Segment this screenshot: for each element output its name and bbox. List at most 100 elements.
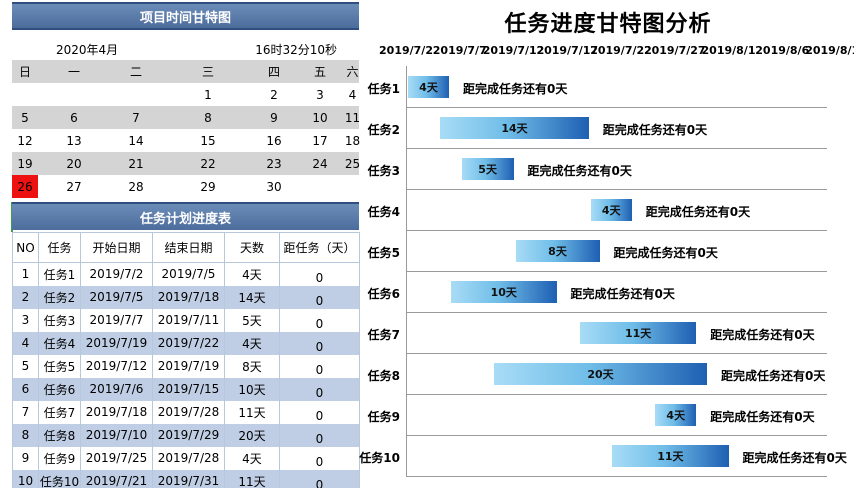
calendar-day[interactable]: 12 xyxy=(17,133,33,148)
table-cell: 2019/7/11 xyxy=(152,308,225,332)
table-cell: 11天 xyxy=(224,469,280,488)
table-cell: 2019/7/7 xyxy=(80,308,153,332)
row-gridline xyxy=(406,230,827,231)
calendar-day[interactable]: 29 xyxy=(200,179,216,194)
table-cell: 0 xyxy=(279,423,360,447)
table-cell: 4 xyxy=(12,331,39,355)
calendar-day[interactable]: 11 xyxy=(344,110,361,125)
task-axis-label: 任务4 xyxy=(367,205,400,219)
calendar-day[interactable]: 13 xyxy=(66,133,82,148)
calendar-day[interactable]: 22 xyxy=(200,156,216,171)
calendar-day[interactable]: 14 xyxy=(128,133,144,148)
calendar-day[interactable]: 25 xyxy=(344,156,361,171)
axis-tick-label: 2019/8/11 xyxy=(805,44,854,57)
calendar-day[interactable]: 21 xyxy=(128,156,144,171)
task-plan-table: NO 任务 开始日期 结束日期 天数 距任务（天） 1 任务1 2019/7/2 2019/7/… xyxy=(12,232,360,488)
calendar-day xyxy=(110,83,162,106)
task-axis-label: 任务3 xyxy=(367,164,400,178)
weekday-label: 二 xyxy=(129,65,142,79)
calendar-day xyxy=(294,175,346,198)
calendar-day[interactable]: 20 xyxy=(66,156,82,171)
calendar-day xyxy=(38,83,110,106)
calendar-day[interactable]: 7 xyxy=(132,110,140,125)
calendar-day[interactable]: 2 xyxy=(270,87,278,102)
task-bar: 14天 xyxy=(440,117,589,139)
calendar-day[interactable]: 28 xyxy=(128,179,144,194)
table-cell: 任务10 xyxy=(38,469,81,488)
calendar-day[interactable]: 5 xyxy=(21,110,29,125)
table-row: 9 任务9 2019/7/25 2019/7/28 4天 0 xyxy=(12,446,360,470)
table-cell: 4天 xyxy=(224,262,280,286)
remaining-days-label: 距完成任务还有0天 xyxy=(527,164,632,178)
table-cell: 任务3 xyxy=(38,308,81,332)
table-cell: 9 xyxy=(12,446,39,470)
row-gridline xyxy=(406,148,827,149)
column-header: 结束日期 xyxy=(152,232,225,263)
calendar-day[interactable]: 24 xyxy=(312,156,328,171)
weekday-label: 四 xyxy=(267,65,280,79)
row-gridline xyxy=(406,353,827,354)
gantt-chart: 任务进度甘特图分析 2019/7/2 2019/7/7 2019/7/12 2019/… xyxy=(359,0,854,488)
row-gridline xyxy=(406,271,827,272)
axis-tick-label: 2019/7/27 xyxy=(643,44,706,57)
calendar-day[interactable]: 3 xyxy=(316,87,324,102)
axis-tick-label: 2019/7/22 xyxy=(590,44,652,57)
table-row: 10 任务10 2019/7/21 2019/7/31 11天 0 xyxy=(12,469,360,488)
remaining-days-label: 距完成任务还有0天 xyxy=(710,328,815,342)
calendar-day[interactable]: 19 xyxy=(17,156,33,171)
table-cell: 0 xyxy=(279,331,360,355)
remaining-days-label: 距完成任务还有0天 xyxy=(463,82,568,96)
task-axis-label: 任务9 xyxy=(367,410,400,424)
table-cell: 2019/7/25 xyxy=(80,446,153,470)
calendar-day[interactable]: 27 xyxy=(66,179,82,194)
row-gridline xyxy=(406,312,827,313)
calendar-day-today[interactable]: 26 xyxy=(12,175,38,198)
table-cell: 2019/7/22 xyxy=(152,331,225,355)
calendar-day[interactable]: 1 xyxy=(204,87,212,102)
table-cell: 任务6 xyxy=(38,377,81,401)
table-cell: 2019/7/5 xyxy=(152,262,225,286)
calendar-day xyxy=(346,175,359,198)
table-cell: 0 xyxy=(279,262,360,286)
calendar-day[interactable]: 9 xyxy=(270,110,278,125)
calendar-day[interactable]: 4 xyxy=(348,87,357,102)
table-cell: 0 xyxy=(279,308,360,332)
calendar-day[interactable]: 8 xyxy=(204,110,212,125)
remaining-days-label: 距完成任务还有0天 xyxy=(602,123,708,137)
calendar-day[interactable]: 23 xyxy=(266,156,282,171)
calendar-day[interactable]: 17 xyxy=(312,133,328,148)
date-axis: 2019/7/2 2019/7/7 2019/7/12 2019/7/17 2019/7… xyxy=(362,44,854,60)
axis-tick-label: 2019/7/12 xyxy=(482,44,545,57)
table-cell: 任务7 xyxy=(38,400,81,424)
task-bar: 4天 xyxy=(590,199,632,221)
column-header: 任务 xyxy=(38,232,81,263)
calendar-day[interactable]: 10 xyxy=(312,110,328,125)
row-gridline xyxy=(406,107,827,108)
table-header-row: NO 任务 开始日期 结束日期 天数 距任务（天） xyxy=(12,232,360,263)
calendar-day[interactable]: 30 xyxy=(266,179,282,194)
weekday-label: 日 xyxy=(18,65,31,79)
table-row: 8 任务8 2019/7/10 2019/7/29 20天 0 xyxy=(12,423,360,447)
calendar-day[interactable]: 16 xyxy=(266,133,282,148)
calendar-week-row: 1 2 3 4 xyxy=(12,83,359,106)
task-bar: 8天 xyxy=(515,240,600,262)
calendar-header: 2020年4月 16时32分10秒 xyxy=(12,36,359,60)
table-cell: 0 xyxy=(279,400,360,424)
column-header: 开始日期 xyxy=(80,232,153,263)
weekday-label: 三 xyxy=(201,65,214,79)
table-cell: 2019/7/18 xyxy=(152,285,225,309)
calendar-day xyxy=(12,83,38,106)
weekday-label: 一 xyxy=(67,65,80,79)
axis-tick-label: 2019/7/2 xyxy=(379,44,433,57)
table-cell: 7 xyxy=(12,400,39,424)
table-cell: 任务1 xyxy=(38,262,81,286)
calendar-day[interactable]: 18 xyxy=(344,133,361,148)
table-cell: 2019/7/28 xyxy=(152,400,225,424)
task-bar: 11天 xyxy=(580,322,697,344)
calendar-clock: 16时32分10秒 xyxy=(255,43,337,57)
calendar-day[interactable]: 6 xyxy=(70,110,78,125)
task-axis-label: 任务1 xyxy=(367,82,400,96)
task-axis-label: 任务2 xyxy=(367,123,400,137)
calendar-day[interactable]: 15 xyxy=(200,133,216,148)
table-cell: 任务9 xyxy=(38,446,81,470)
